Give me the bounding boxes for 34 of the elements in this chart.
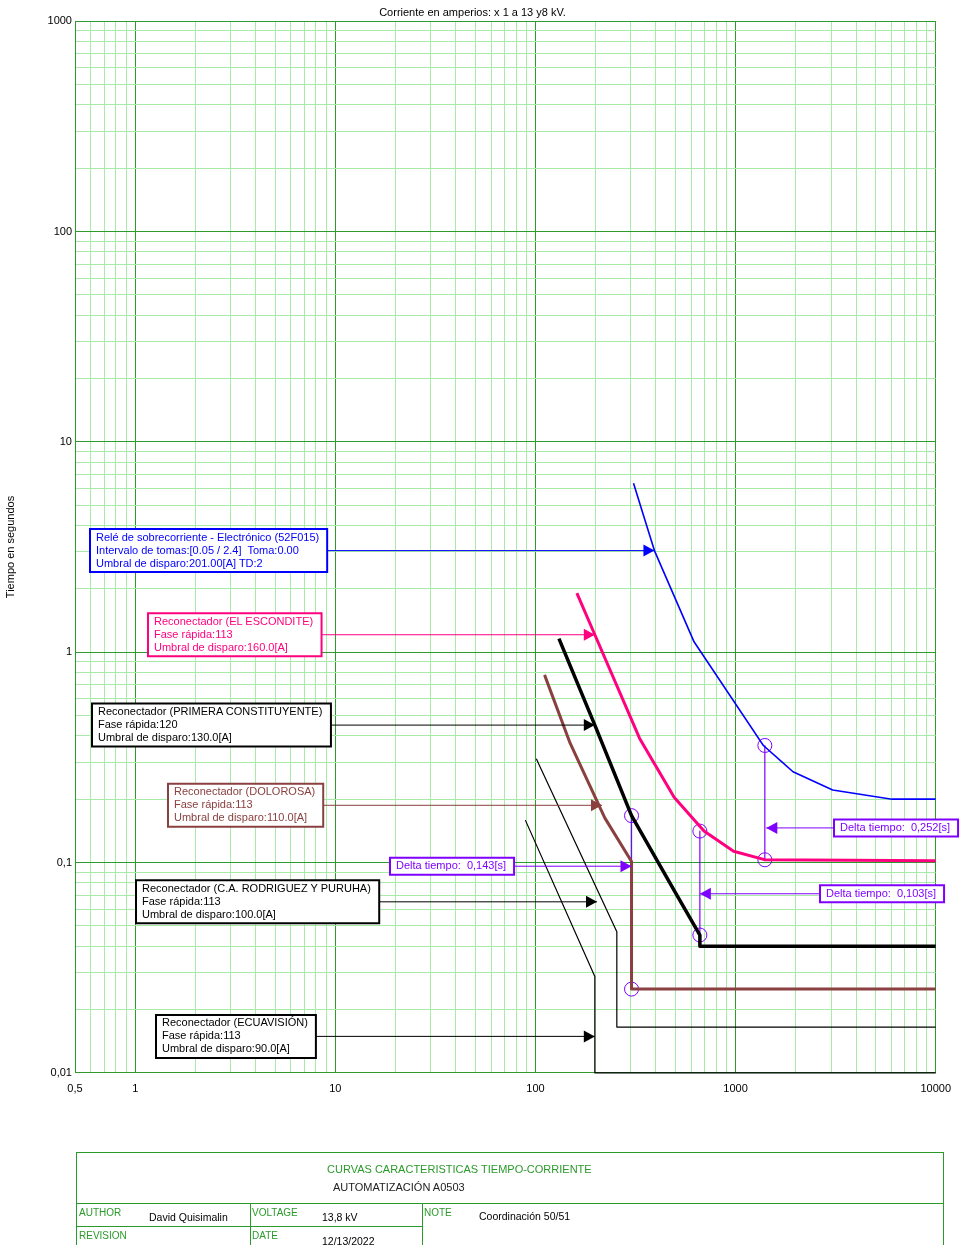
text: Coordinación 50/51 — [479, 1210, 571, 1222]
y-tick-label: 100 — [53, 224, 72, 237]
annotation: Reconectador (PRIMERA CONSTITUYENTE) Fase rápida:120 Umbral de disparo:130.0[A] — [98, 705, 323, 744]
text: AUTOMATIZACIÓN A0503 — [333, 1181, 465, 1193]
annotation: Delta tiempo: 0,143[s] — [396, 859, 507, 872]
y-tick-label: 1 — [65, 645, 72, 658]
text: David Quisimalin — [149, 1211, 228, 1223]
text: AUTHOR — [79, 1207, 122, 1218]
chart-title: Corriente en amperios: x 1 a 13 y8 kV. — [379, 5, 566, 18]
text: VOLTAGE — [252, 1207, 298, 1218]
text: REVISION — [79, 1230, 127, 1241]
x-tick-label: 100 — [526, 1082, 545, 1095]
text: 12/13/2022 — [322, 1235, 375, 1245]
x-tick-label: 10 — [329, 1082, 342, 1095]
y-axis-title: Tiempo en segundos — [3, 495, 16, 599]
annotation: Reconectador (C.A. RODRIGUEZ Y PURUHA) Fase rápida:113 Umbral de disparo:100.0[A] — [142, 881, 371, 920]
text: CURVAS CARACTERISTICAS TIEMPO-CORRIENTE — [327, 1163, 592, 1175]
annotation: Delta tiempo: 0,252[s] — [840, 820, 951, 833]
text: NOTE — [424, 1207, 452, 1218]
annotation: Reconectador (DOLOROSA) Fase rápida:113 Umbral de disparo:110.0[A] — [174, 785, 316, 824]
x-tick-label: 1000 — [723, 1082, 748, 1095]
y-tick-label: 1000 — [47, 14, 72, 27]
annotation: Reconectador (EL ESCONDITE) Fase rápida:113 Umbral de disparo:160.0[A] — [154, 614, 314, 653]
y-tick-label: 0,01 — [50, 1065, 72, 1078]
annotation: Reconectador (ECUAVISIÓN) Fase rápida:113 Umbral de disparo:90.0[A] — [162, 1016, 308, 1055]
text: DATE — [252, 1230, 278, 1241]
y-tick-label: 0,1 — [56, 855, 72, 868]
y-tick-label: 10 — [59, 434, 72, 447]
x-tick-label: 0,5 — [67, 1082, 83, 1095]
x-tick-label: 1 — [132, 1082, 139, 1095]
x-tick-label: 10000 — [920, 1082, 951, 1095]
annotation: Delta tiempo: 0,103[s] — [826, 886, 937, 899]
text: 13,8 kV — [322, 1211, 358, 1223]
annotation: Relé de sobrecorriente - Electrónico (52F015) Intervalo de tomas:[0.05 / 2.4] Toma:0.00 Umbral de disparo:201.00[A] TD:2 — [96, 530, 320, 569]
